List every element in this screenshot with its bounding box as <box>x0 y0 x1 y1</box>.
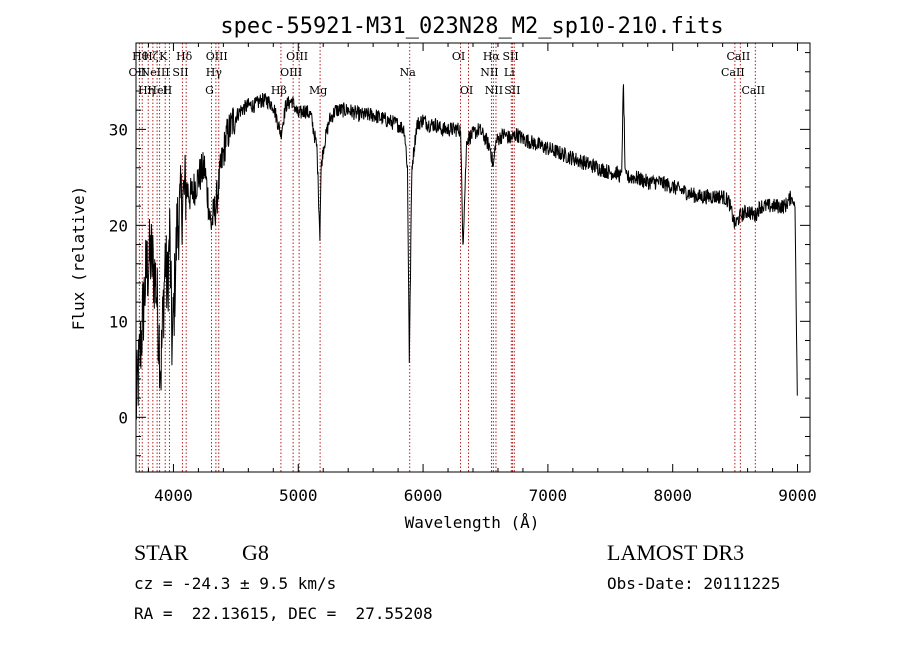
y-tick-label: 30 <box>109 120 128 139</box>
survey-name: LAMOST DR3 <box>607 540 745 565</box>
line-marker-label: G <box>205 84 214 97</box>
x-tick-label: 9000 <box>778 486 817 505</box>
x-tick-label: 8000 <box>653 486 692 505</box>
line-marker-label: Hβ <box>271 84 287 97</box>
line-marker-label: CaII <box>721 66 745 79</box>
line-marker-label: NII <box>480 66 498 79</box>
line-marker-label: Mg <box>309 84 327 97</box>
x-axis: 4000 5000 6000 7000 8000 9000 <box>147 43 817 505</box>
y-axis-label: Flux (relative) <box>69 186 88 331</box>
object-class: STAR <box>134 540 189 565</box>
line-marker-label: Na <box>400 66 417 79</box>
line-marker-label: Hγ <box>206 66 223 79</box>
x-axis-label: Wavelength (Å) <box>405 513 540 532</box>
y-tick-label: 20 <box>109 216 128 235</box>
y-tick-label: 0 <box>118 408 128 427</box>
line-marker-label: SII <box>502 50 518 63</box>
line-marker-label: Li <box>504 66 515 79</box>
emission-line-markers <box>138 43 756 472</box>
line-marker-label: NII <box>485 84 503 97</box>
line-marker-label: H <box>163 84 173 97</box>
line-marker-label: OI <box>452 50 465 63</box>
line-marker-label: OII <box>129 66 147 79</box>
line-marker-label: HeI <box>147 84 167 97</box>
line-marker-label: OIII <box>206 50 228 63</box>
line-marker-label: K <box>159 50 168 63</box>
line-marker-label: NeIII <box>141 66 170 79</box>
line-marker-label: CaII <box>727 50 751 63</box>
redshift-readout: cz = -24.3 ± 9.5 km/s <box>134 574 337 593</box>
chart-title: spec-55921-M31_023N28_M2_sp10-210.fits <box>220 14 723 39</box>
x-tick-label: 5000 <box>279 486 318 505</box>
line-marker-label: SII <box>504 84 520 97</box>
line-marker-label: OI <box>460 84 473 97</box>
spectrum-line <box>135 84 798 420</box>
line-marker-label: OIII <box>286 50 308 63</box>
object-subclass: G8 <box>242 540 269 565</box>
line-marker-label: Hζ <box>143 50 159 63</box>
x-tick-label: 7000 <box>529 486 568 505</box>
line-marker-label: Hδ <box>176 50 193 63</box>
line-marker-label: CaII <box>741 84 765 97</box>
plot-frame <box>135 42 811 473</box>
y-tick-label: 10 <box>109 312 128 331</box>
sky-coordinates: RA = 22.13615, DEC = 27.55208 <box>134 604 433 623</box>
line-marker-label: Hα <box>483 50 501 63</box>
line-marker-label: OIII <box>280 66 302 79</box>
line-marker-label: SII <box>172 66 188 79</box>
observation-date: Obs-Date: 20111225 <box>607 574 781 593</box>
emission-line-labels: OIIHθHηHζNeIIIHeIKHSIIHδGHγOIIIHβOIIIOII… <box>129 50 766 97</box>
line-marker-label: Hη <box>138 84 154 97</box>
x-tick-label: 6000 <box>404 486 443 505</box>
y-axis: 0 10 20 30 <box>109 52 810 457</box>
x-tick-label: 4000 <box>154 486 193 505</box>
